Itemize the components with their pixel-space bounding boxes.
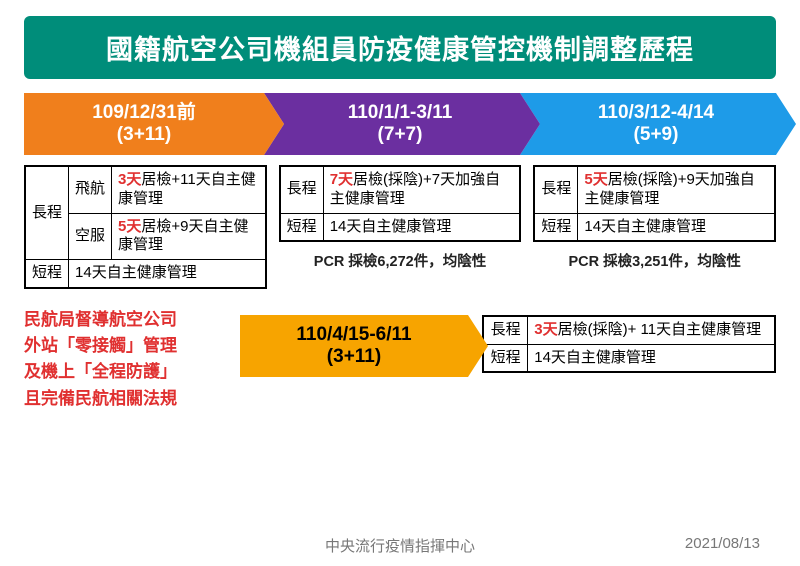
t4-long-rest: 居檢(採陰)+ 11天自主健康管理 — [558, 321, 762, 338]
t4-long-label: 長程 — [483, 316, 528, 344]
t1-crew-days: 5天 — [118, 218, 141, 235]
t1-flight-rule: 3天居檢+11天自主健康管理 — [112, 166, 266, 213]
phase-2-scheme: (7+7) — [378, 124, 423, 146]
phase-3-scheme: (5+9) — [634, 124, 679, 146]
t1-crew-rule: 5天居檢+9天自主健康管理 — [112, 213, 266, 260]
phase-3-table: 長程 5天居檢(採陰)+9天加強自主健康管理 短程 14天自主健康管理 — [533, 165, 776, 242]
phase-arrows: 109/12/31前 (3+11) 110/1/1-3/11 (7+7) 110… — [24, 93, 776, 155]
t3-long-rest: 居檢(採陰)+9天加強自主健康管理 — [584, 171, 754, 207]
phase-2-arrow: 110/1/1-3/11 (7+7) — [264, 93, 520, 155]
t2-long-days: 7天 — [330, 171, 353, 188]
t3-short-label: 短程 — [534, 213, 578, 241]
phase-4-date: 110/4/15-6/11 — [296, 324, 411, 346]
red-note-l2: 外站「零接觸」管理 — [24, 333, 224, 359]
t3-long-label: 長程 — [534, 166, 578, 213]
t1-flight-label: 飛航 — [69, 166, 112, 213]
t1-short-rule: 14天自主健康管理 — [69, 260, 266, 288]
phase-3-arrow: 110/3/12-4/14 (5+9) — [520, 93, 776, 155]
t2-short-label: 短程 — [280, 213, 324, 241]
page-title: 國籍航空公司機組員防疫健康管控機制調整歷程 — [24, 16, 776, 79]
phase-4-scheme: (3+11) — [327, 346, 381, 368]
red-note-l3: 及機上「全程防護」 — [24, 359, 224, 385]
phase-2-date: 110/1/1-3/11 — [348, 102, 453, 124]
t4-short-rule: 14天自主健康管理 — [528, 344, 775, 372]
phase-2-table: 長程 7天居檢(採陰)+7天加強自主健康管理 短程 14天自主健康管理 — [279, 165, 522, 242]
phase-1-date: 109/12/31前 — [92, 102, 196, 124]
phase-1-scheme: (3+11) — [117, 124, 171, 146]
t4-short-label: 短程 — [483, 344, 528, 372]
tables-row: 長程 飛航 3天居檢+11天自主健康管理 空服 5天居檢+9天自主健康管理 短程… — [24, 165, 776, 289]
phase-3-date: 110/3/12-4/14 — [598, 102, 714, 124]
red-note: 民航局督導航空公司 外站「零接觸」管理 及機上「全程防護」 且完備民航相關法規 — [24, 307, 224, 412]
row-2: 民航局督導航空公司 外站「零接觸」管理 及機上「全程防護」 且完備民航相關法規 … — [24, 307, 776, 412]
t4-long-rule: 3天居檢(採陰)+ 11天自主健康管理 — [528, 316, 775, 344]
t3-pcr: PCR 採檢3,251件，均陰性 — [533, 250, 776, 271]
footer: 中央流行疫情指揮中心 2021/08/13 — [0, 535, 800, 552]
t1-crew-label: 空服 — [69, 213, 112, 260]
footer-org: 中央流行疫情指揮中心 — [0, 535, 800, 556]
t2-long-label: 長程 — [280, 166, 324, 213]
t2-long-rest: 居檢(採陰)+7天加強自主健康管理 — [330, 171, 500, 207]
phase-1-table: 長程 飛航 3天居檢+11天自主健康管理 空服 5天居檢+9天自主健康管理 短程… — [24, 165, 267, 289]
t1-long-label: 長程 — [25, 166, 69, 260]
footer-date: 2021/08/13 — [685, 535, 760, 552]
t3-short-rule: 14天自主健康管理 — [578, 213, 775, 241]
phase-4-table: 長程 3天居檢(採陰)+ 11天自主健康管理 短程 14天自主健康管理 — [482, 315, 776, 374]
phase-4-arrow-wrap: 110/4/15-6/11 (3+11) — [240, 315, 468, 377]
t2-long-rule: 7天居檢(採陰)+7天加強自主健康管理 — [323, 166, 520, 213]
t3-long-days: 5天 — [584, 171, 607, 188]
t3-long-rule: 5天居檢(採陰)+9天加強自主健康管理 — [578, 166, 775, 213]
t4-long-days: 3天 — [534, 321, 557, 338]
red-note-l4: 且完備民航相關法規 — [24, 386, 224, 412]
phase-1-arrow: 109/12/31前 (3+11) — [24, 93, 264, 155]
t1-flight-days: 3天 — [118, 171, 141, 188]
phase-4-arrow: 110/4/15-6/11 (3+11) — [240, 315, 468, 377]
t2-short-rule: 14天自主健康管理 — [323, 213, 520, 241]
t1-short-label: 短程 — [25, 260, 69, 288]
red-note-l1: 民航局督導航空公司 — [24, 307, 224, 333]
t2-pcr: PCR 採檢6,272件，均陰性 — [279, 250, 522, 271]
